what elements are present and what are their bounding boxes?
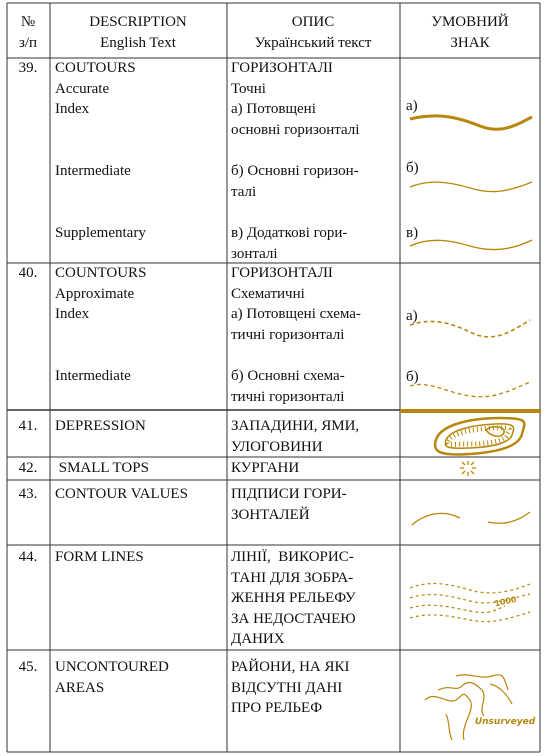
ukrainian-text: зонталі (231, 245, 278, 262)
row-number: 45. (18, 659, 38, 675)
english-text: FORM LINES (55, 549, 144, 565)
english-text: Supplementary (55, 225, 146, 241)
ukrainian-text: тичні горизонталі (231, 326, 345, 343)
symbol-label: б) (406, 369, 419, 385)
symbol-label: а) (406, 98, 418, 114)
english-text: COUTOURS (55, 60, 136, 76)
ukrainian-text: ЖЕННЯ РЕЛЬЕФУ (231, 590, 356, 607)
ukrainian-text: КУРГАНИ (231, 460, 300, 476)
ukrainian-text: ЗА НЕДОСТАЧЕЮ (231, 610, 356, 627)
ukrainian-text: ПРО РЕЛЬЕФ (231, 700, 323, 717)
ukrainian-text: ГОРИЗОНТАЛІ (231, 60, 333, 76)
ukrainian-text: б) Основні схема- (231, 368, 345, 384)
symbol-label: в) (406, 225, 419, 241)
header-text: English Text (100, 35, 176, 51)
row-number: 40. (18, 265, 38, 281)
ukrainian-text: УЛОГОВИНИ (231, 438, 323, 455)
header-text: з/п (18, 35, 38, 51)
english-text: COUNTOURS (55, 265, 147, 281)
ukrainian-text: в) Додаткові гори- (231, 225, 348, 241)
row-number: 41. (18, 418, 38, 434)
header-text: ОПИС (291, 14, 335, 30)
ukrainian-text: ТАНІ ДЛЯ ЗОБРА- (231, 569, 354, 586)
header-text: ЗНАК (450, 35, 490, 51)
english-text: Index (55, 306, 90, 323)
english-text: AREAS (55, 679, 105, 696)
row-number: 44. (18, 549, 38, 565)
ukrainian-text: б) Основні горизон- (231, 163, 359, 179)
ukrainian-text: ГОРИЗОНТАЛІ (231, 265, 333, 281)
symbol-text: 1000 (494, 595, 518, 609)
ukrainian-text: ПІДПИСИ ГОРИ- (231, 486, 347, 502)
row-number: 43. (18, 486, 38, 502)
english-text: Index (55, 101, 90, 118)
ukrainian-text: ЗАПАДИНИ, ЯМИ, (231, 418, 360, 434)
symbol-text: Unsurveyed (475, 717, 536, 727)
english-text: Approximate (55, 285, 135, 302)
ukrainian-text: а) Потовщені схема- (231, 306, 361, 323)
english-text: SMALL TOPS (55, 460, 149, 476)
english-text: Accurate (55, 80, 110, 97)
symbols (409, 114, 533, 741)
english-text: CONTOUR VALUES (55, 486, 188, 502)
ukrainian-text: талі (231, 183, 257, 200)
english-text: DEPRESSION (55, 418, 146, 434)
ukrainian-text: а) Потовщені (231, 101, 316, 118)
ukrainian-text: ЛІНІЇ, ВИКОРИС- (231, 549, 354, 565)
header-text: № (20, 14, 36, 30)
row-number: 42. (18, 460, 38, 476)
english-text: Intermediate (55, 163, 131, 179)
ukrainian-text: РАЙОНИ, НА ЯКІ (231, 659, 350, 675)
header-text: Український текст (254, 35, 372, 51)
ukrainian-text: Точні (231, 80, 266, 97)
ukrainian-text: ДАНИХ (231, 631, 285, 648)
english-text: Intermediate (55, 368, 131, 384)
ukrainian-text: тичні горизонталі (231, 388, 345, 405)
ukrainian-text: основні горизонталі (231, 121, 360, 138)
ukrainian-text: ЗОНТАЛЕЙ (231, 506, 310, 523)
ukrainian-text: Схематичні (231, 285, 305, 302)
ukrainian-text: ВІДСУТНІ ДАНІ (231, 679, 343, 696)
row-number: 39. (18, 60, 38, 76)
header-text: DESCRIPTION (89, 14, 187, 30)
grid-lines (6, 2, 541, 753)
header-text: УМОВНИЙ (431, 14, 509, 30)
symbol-label: б) (406, 160, 419, 176)
english-text: UNCONTOURED (55, 659, 169, 675)
symbol-label: а) (406, 308, 418, 324)
